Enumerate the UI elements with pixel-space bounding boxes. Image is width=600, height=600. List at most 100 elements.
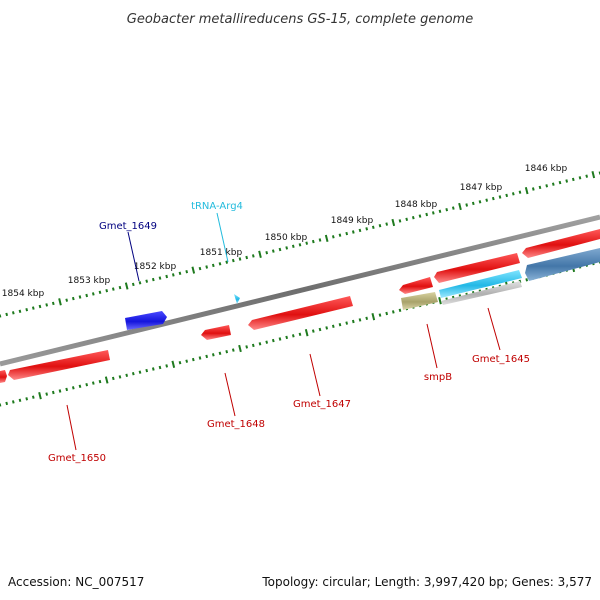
- minor-tick: [465, 203, 469, 207]
- kbp-label: 1848 kbp: [395, 200, 438, 210]
- minor-tick: [45, 303, 49, 307]
- minor-tick: [0, 403, 2, 407]
- minor-tick: [125, 373, 129, 377]
- minor-tick: [311, 239, 315, 244]
- feature-arrow-grey[interactable]: [441, 281, 522, 305]
- minor-tick: [91, 292, 95, 296]
- major-tick: [304, 329, 309, 337]
- topology-text: Topology: circular; Length: 3,997,420 bp…: [262, 575, 592, 589]
- gene-arrow-gmet-1647[interactable]: [248, 296, 353, 330]
- minor-tick: [158, 365, 162, 370]
- tick-marks-outer: [0, 170, 600, 318]
- minor-tick: [485, 198, 489, 202]
- minor-tick: [211, 263, 215, 268]
- major-tick: [438, 297, 442, 305]
- minor-tick: [205, 354, 209, 359]
- minor-tick: [345, 321, 349, 325]
- genome-backbone: [0, 214, 600, 367]
- minor-tick: [358, 318, 362, 322]
- gene-arrow-small[interactable]: [399, 277, 433, 294]
- minor-tick: [291, 334, 295, 338]
- gene-arrow-smpb[interactable]: [401, 292, 438, 310]
- minor-tick: [511, 192, 515, 196]
- minor-tick: [258, 342, 262, 346]
- leader-line: [309, 353, 321, 397]
- minor-tick: [71, 296, 75, 301]
- minor-tick: [51, 390, 55, 395]
- minor-tick: [391, 310, 395, 314]
- minor-tick: [205, 265, 209, 269]
- minor-tick: [151, 367, 155, 371]
- minor-tick: [291, 244, 295, 248]
- gene-arrow[interactable]: [0, 370, 7, 383]
- leader-line: [216, 212, 229, 263]
- minor-tick: [51, 301, 55, 306]
- feature-arrow-cyan[interactable]: [439, 270, 522, 298]
- kbp-label: 1847 kbp: [460, 183, 503, 193]
- minor-tick: [145, 368, 149, 373]
- minor-tick: [451, 206, 455, 210]
- minor-tick: [311, 329, 315, 333]
- minor-tick: [298, 332, 302, 336]
- minor-tick: [538, 185, 542, 190]
- minor-tick: [425, 212, 429, 217]
- minor-tick: [171, 273, 175, 277]
- minor-tick: [31, 395, 35, 399]
- minor-tick: [478, 200, 482, 204]
- major-tick: [524, 186, 529, 195]
- minor-tick: [65, 298, 69, 302]
- minor-tick: [178, 361, 182, 365]
- minor-tick: [305, 241, 309, 245]
- minor-tick: [165, 364, 169, 368]
- minor-tick: [251, 343, 255, 348]
- minor-tick: [491, 196, 495, 201]
- minor-tick: [411, 216, 415, 220]
- minor-tick: [398, 308, 402, 312]
- minor-tick: [278, 337, 282, 341]
- minor-tick: [271, 338, 275, 343]
- kbp-label: 1853 kbp: [68, 276, 111, 286]
- gene-arrow-gmet-1650[interactable]: [8, 350, 110, 380]
- minor-tick: [505, 193, 509, 198]
- minor-tick: [278, 247, 282, 252]
- gene-arrow-edge[interactable]: [522, 229, 600, 258]
- minor-tick: [365, 316, 369, 320]
- minor-tick: [385, 311, 389, 316]
- minor-tick: [211, 353, 215, 357]
- minor-tick: [38, 304, 42, 309]
- gene-arrow-large[interactable]: [434, 253, 520, 283]
- gene-arrow-gmet-1649[interactable]: [125, 311, 167, 330]
- minor-tick: [245, 255, 249, 260]
- minor-tick: [598, 171, 600, 175]
- gene-label-gmet-1647: Gmet_1647: [293, 399, 351, 410]
- minor-tick: [58, 389, 62, 393]
- minor-tick: [351, 230, 355, 234]
- minor-tick: [98, 290, 102, 294]
- leader-line: [127, 231, 140, 282]
- minor-tick: [351, 319, 355, 324]
- gene-arrow-gmet-1648[interactable]: [201, 325, 231, 340]
- minor-tick: [585, 174, 589, 178]
- minor-tick: [525, 278, 529, 282]
- feature-arrow-steel[interactable]: [525, 248, 600, 281]
- minor-tick: [138, 370, 142, 374]
- minor-tick: [445, 208, 449, 212]
- minor-tick: [65, 387, 69, 392]
- gene-label-trna-arg4: tRNA-Arg4: [191, 201, 243, 212]
- trna-arrow-arg4[interactable]: [234, 294, 240, 304]
- minor-tick: [545, 184, 549, 188]
- minor-tick: [5, 401, 9, 406]
- minor-tick: [145, 279, 149, 283]
- minor-tick: [518, 190, 522, 194]
- minor-tick: [25, 308, 29, 312]
- minor-tick: [438, 209, 442, 213]
- minor-tick: [418, 214, 422, 218]
- minor-tick: [78, 295, 82, 299]
- minor-tick: [271, 249, 275, 253]
- minor-tick: [498, 195, 502, 199]
- minor-tick: [0, 314, 2, 318]
- major-tick: [171, 360, 176, 368]
- minor-tick: [111, 287, 115, 291]
- minor-tick: [471, 201, 475, 206]
